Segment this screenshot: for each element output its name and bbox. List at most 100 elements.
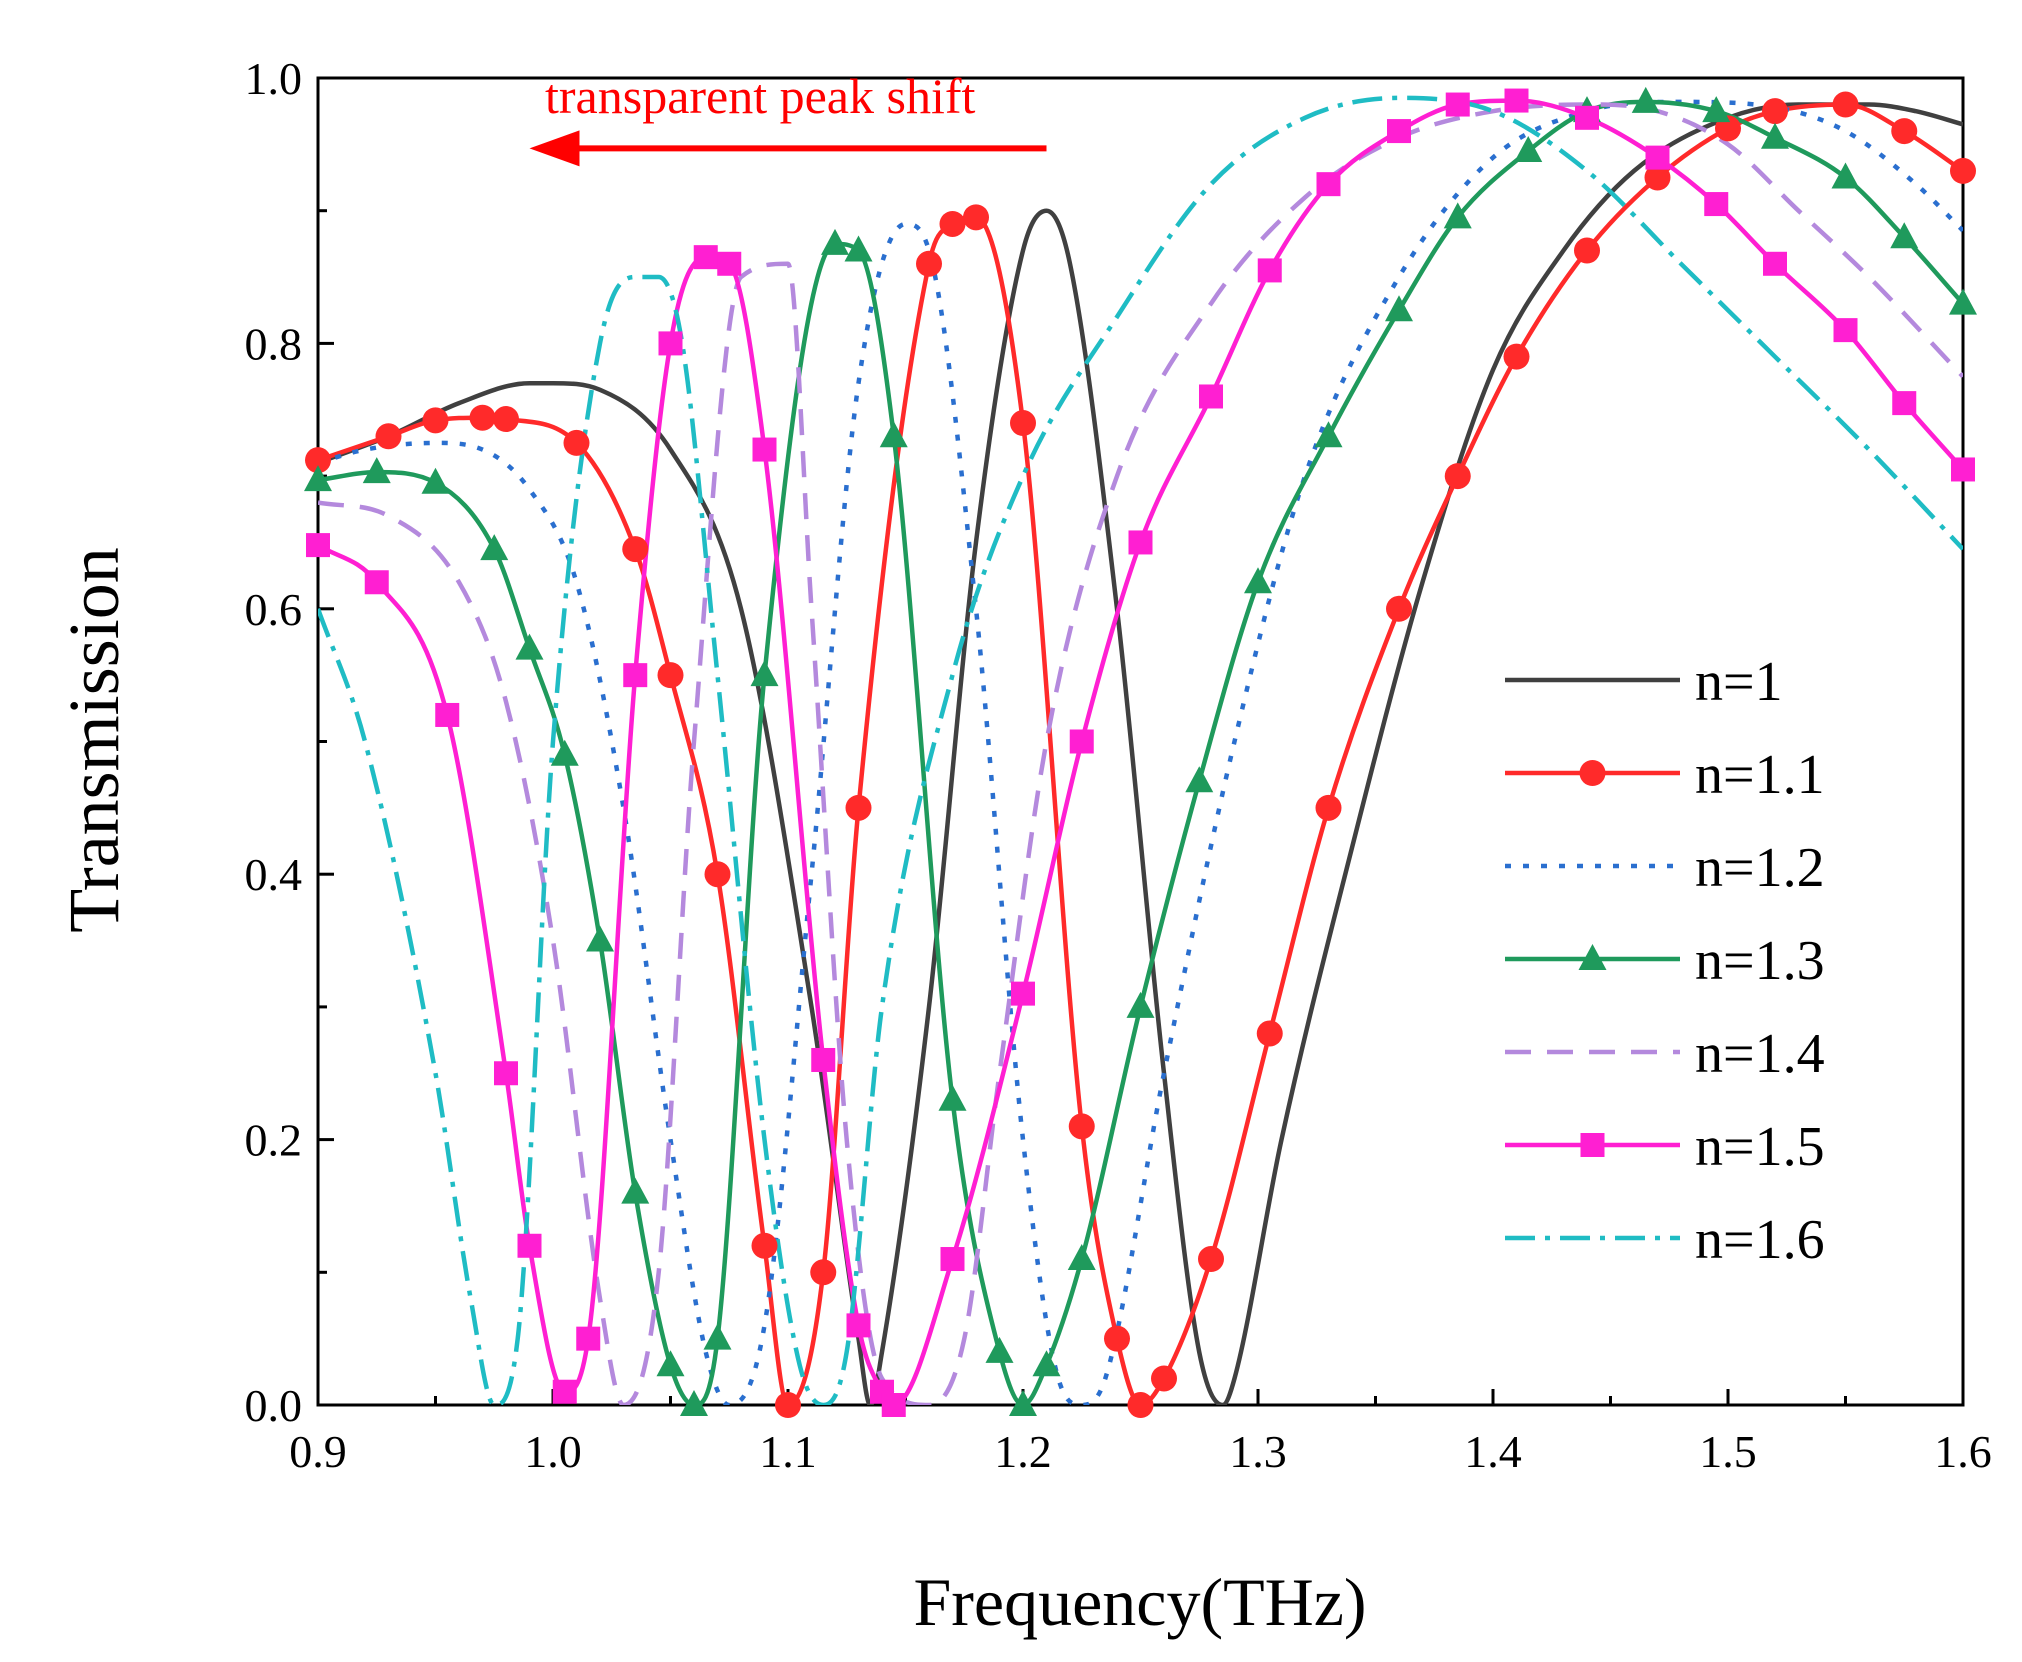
x-tick-label: 1.1 bbox=[759, 1426, 817, 1477]
series-point-2 bbox=[1644, 164, 1671, 191]
series-point-2 bbox=[1151, 1365, 1177, 1392]
series-point-2 bbox=[493, 406, 519, 433]
series-point-6 bbox=[1128, 530, 1153, 555]
series-point-6 bbox=[1387, 119, 1411, 144]
series-point-2 bbox=[422, 407, 449, 434]
series-point-6 bbox=[364, 570, 389, 595]
x-axis-title: Frequency(THz) bbox=[913, 1564, 1366, 1640]
series-point-4 bbox=[1761, 122, 1789, 149]
marker-layer bbox=[304, 86, 1977, 1418]
series-point-4 bbox=[938, 1084, 967, 1111]
series-point-4 bbox=[985, 1336, 1014, 1363]
series-point-2 bbox=[1104, 1325, 1130, 1352]
series-point-2 bbox=[657, 662, 684, 689]
series-point-4 bbox=[1314, 421, 1343, 448]
y-tick-label: 0.8 bbox=[245, 318, 303, 369]
x-tick-label: 1.2 bbox=[994, 1426, 1052, 1477]
legend-label-1: n=1 bbox=[1695, 651, 1783, 713]
series-point-2 bbox=[1891, 118, 1918, 145]
legend-label-2: n=1.1 bbox=[1695, 744, 1825, 806]
shift-arrow-head bbox=[529, 130, 580, 167]
x-tick-label: 0.9 bbox=[289, 1426, 347, 1477]
series-line-3 bbox=[318, 99, 1963, 1405]
series-point-6 bbox=[623, 663, 648, 688]
series-point-6 bbox=[1704, 192, 1729, 217]
series-point-2 bbox=[1832, 91, 1859, 118]
annotation-text: transparent peak shift bbox=[545, 68, 976, 124]
legend-label-6: n=1.5 bbox=[1695, 1116, 1825, 1178]
series-point-6 bbox=[552, 1379, 577, 1404]
series-point-4 bbox=[750, 660, 779, 687]
series-point-6 bbox=[752, 437, 777, 462]
series-point-4 bbox=[304, 465, 332, 492]
x-tick-label: 1.6 bbox=[1934, 1426, 1992, 1477]
series-point-6 bbox=[576, 1326, 601, 1351]
series-point-2 bbox=[810, 1259, 837, 1286]
legend-marker-6 bbox=[1580, 1133, 1605, 1157]
series-point-2 bbox=[704, 861, 731, 888]
series-point-6 bbox=[1069, 729, 1094, 754]
series-point-2 bbox=[1127, 1392, 1154, 1418]
series-point-4 bbox=[680, 1390, 708, 1416]
series-point-6 bbox=[1199, 384, 1223, 409]
series-point-2 bbox=[1762, 98, 1788, 125]
series-point-6 bbox=[1011, 981, 1035, 1006]
series-point-2 bbox=[1315, 794, 1342, 821]
legend-marker-2 bbox=[1579, 760, 1606, 786]
series-point-4 bbox=[844, 235, 873, 262]
series-point-6 bbox=[494, 1061, 518, 1086]
series-line-1 bbox=[318, 102, 1963, 1405]
series-point-6 bbox=[306, 533, 330, 558]
annotation: transparent peak shift bbox=[529, 68, 1047, 167]
series-point-4 bbox=[656, 1350, 685, 1377]
series-point-2 bbox=[1574, 237, 1600, 264]
series-point-4 bbox=[1514, 135, 1543, 162]
series-point-6 bbox=[658, 331, 683, 356]
series-point-2 bbox=[622, 536, 649, 563]
x-tick-label: 1.0 bbox=[524, 1426, 582, 1477]
axes: 0.9 1.0 1.1 1.2 1.3 1.4 1.5 1.6 0.0 0.2 0.4 0.6 0.8 1… bbox=[245, 53, 1992, 1477]
legend-label-4: n=1.3 bbox=[1695, 930, 1825, 992]
series-point-4 bbox=[621, 1177, 650, 1204]
series-point-2 bbox=[1950, 157, 1976, 184]
series-point-4 bbox=[1185, 766, 1214, 793]
series-point-4 bbox=[821, 228, 849, 255]
series-point-2 bbox=[916, 250, 942, 277]
series-point-4 bbox=[550, 739, 579, 766]
series-point-6 bbox=[881, 1393, 906, 1417]
series-point-2 bbox=[1386, 595, 1412, 622]
series-point-6 bbox=[940, 1247, 965, 1272]
series-point-4 bbox=[1702, 96, 1731, 123]
series-point-2 bbox=[1010, 410, 1036, 437]
series-point-4 bbox=[1443, 202, 1472, 229]
series-point-2 bbox=[751, 1232, 778, 1259]
y-tick-label: 0.4 bbox=[245, 849, 303, 900]
series-point-4 bbox=[515, 633, 544, 660]
series-point-4 bbox=[1067, 1244, 1096, 1271]
series-point-2 bbox=[939, 210, 966, 237]
series-point-6 bbox=[1645, 145, 1670, 170]
y-axis-title: Transmission bbox=[54, 547, 134, 932]
series-point-6 bbox=[1504, 88, 1529, 113]
series-point-2 bbox=[963, 204, 989, 231]
series-point-4 bbox=[1009, 1390, 1037, 1416]
y-tick-label: 0.2 bbox=[245, 1115, 303, 1166]
legend-label-5: n=1.4 bbox=[1695, 1023, 1825, 1085]
series-point-2 bbox=[305, 447, 331, 474]
series-point-4 bbox=[1631, 86, 1660, 113]
series-point-6 bbox=[811, 1047, 836, 1072]
y-tick-label: 1.0 bbox=[245, 53, 303, 104]
series-point-4 bbox=[421, 467, 450, 494]
series-point-2 bbox=[775, 1392, 801, 1418]
series-point-4 bbox=[1831, 162, 1860, 189]
series-point-2 bbox=[1503, 343, 1530, 370]
series-point-2 bbox=[1444, 463, 1471, 490]
series-point-6 bbox=[717, 251, 742, 276]
y-tick-label: 0.6 bbox=[245, 584, 303, 635]
legend-label-3: n=1.2 bbox=[1695, 837, 1825, 899]
series-point-6 bbox=[1892, 391, 1917, 416]
series-point-4 bbox=[1244, 567, 1272, 594]
x-tick-label: 1.4 bbox=[1464, 1426, 1522, 1477]
series-point-6 bbox=[1763, 251, 1787, 276]
